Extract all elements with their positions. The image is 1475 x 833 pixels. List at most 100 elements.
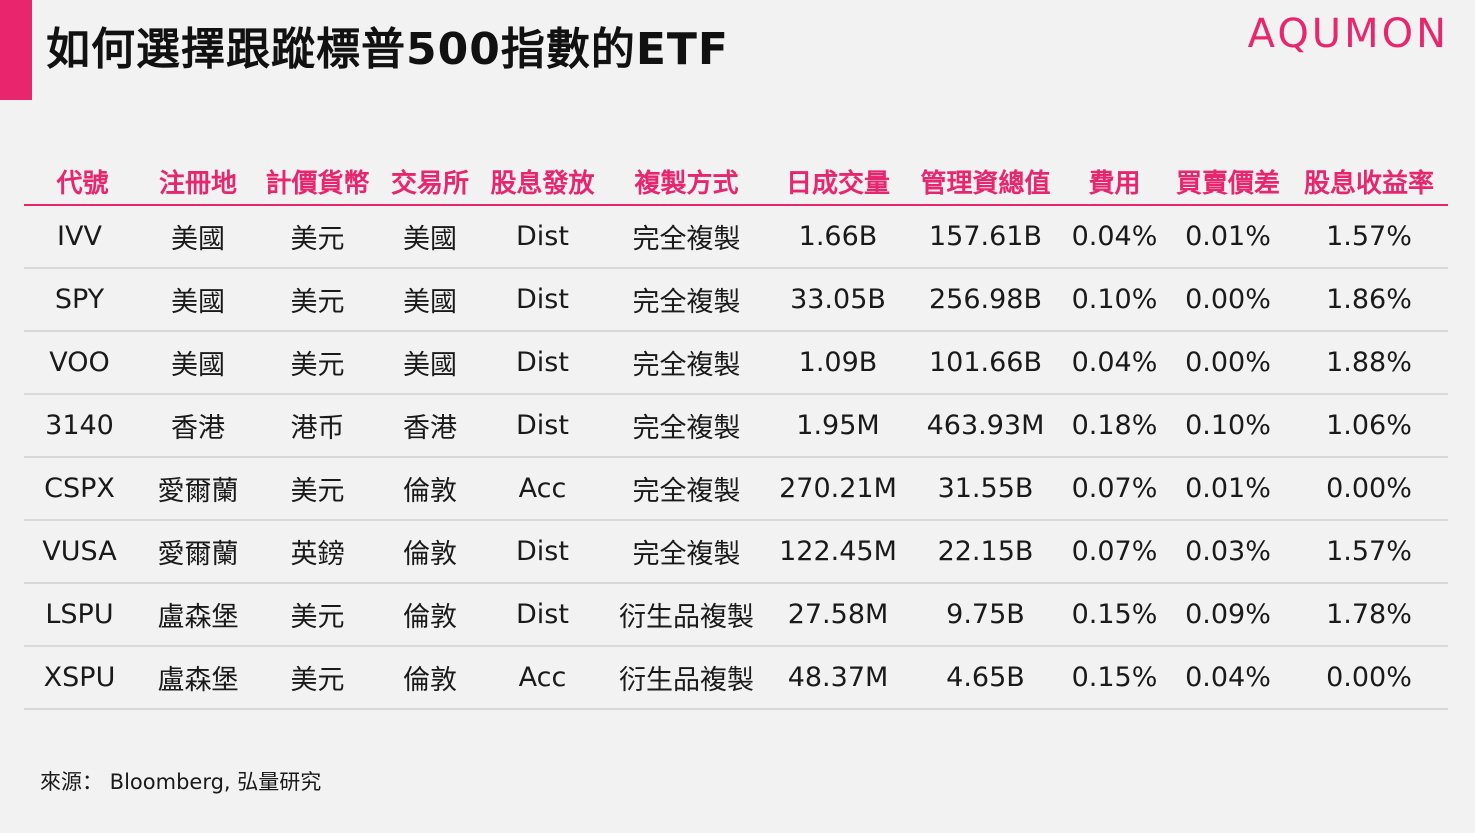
- table-cell: 港币: [255, 394, 380, 458]
- table-cell: 美國: [380, 268, 480, 332]
- column-header: 交易所: [380, 158, 480, 206]
- table-cell: 完全複製: [605, 394, 768, 458]
- table-cell: 1.57%: [1290, 520, 1448, 584]
- table-cell: 美國: [141, 331, 255, 395]
- table-cell: 衍生品複製: [605, 646, 768, 710]
- table-cell: 倫敦: [380, 520, 480, 584]
- table-cell: Dist: [480, 205, 605, 269]
- table-cell: 美國: [141, 205, 255, 269]
- table-row: IVV 美國 美元 美國 Dist 完全複製 1.66B 157.61B 0.0…: [24, 205, 1448, 269]
- table-header-row: 代號 注冊地 計價貨幣 交易所 股息發放 複製方式 日成交量 管理資總值 費用 …: [24, 158, 1448, 206]
- table-cell: Dist: [480, 331, 605, 395]
- table-cell: 0.00%: [1166, 268, 1290, 332]
- table-cell: 33.05B: [768, 268, 908, 332]
- table-row: 3140 香港 港币 香港 Dist 完全複製 1.95M 463.93M 0.…: [24, 394, 1448, 458]
- table-cell: Dist: [480, 583, 605, 647]
- table-cell: 完全複製: [605, 457, 768, 521]
- table-cell: 美元: [255, 205, 380, 269]
- column-header: 買賣價差: [1166, 158, 1290, 206]
- table-cell: 463.93M: [908, 394, 1063, 458]
- table-cell: 0.00%: [1290, 457, 1448, 521]
- table-cell: 1.09B: [768, 331, 908, 395]
- table-cell: 1.66B: [768, 205, 908, 269]
- table-cell: 0.04%: [1063, 331, 1166, 395]
- table-cell: 0.04%: [1063, 205, 1166, 269]
- table-cell: Dist: [480, 520, 605, 584]
- table-cell: IVV: [24, 205, 141, 269]
- table-row: VOO 美國 美元 美國 Dist 完全複製 1.09B 101.66B 0.0…: [24, 331, 1448, 395]
- table-cell: 0.04%: [1166, 646, 1290, 710]
- table-cell: 0.10%: [1166, 394, 1290, 458]
- table-cell: 0.15%: [1063, 646, 1166, 710]
- table-cell: 倫敦: [380, 457, 480, 521]
- table-cell: SPY: [24, 268, 141, 332]
- column-header: 計價貨幣: [255, 158, 380, 206]
- table-cell: 美國: [141, 268, 255, 332]
- etf-comparison-table: 代號 注冊地 計價貨幣 交易所 股息發放 複製方式 日成交量 管理資總值 費用 …: [24, 158, 1448, 710]
- column-header: 股息收益率: [1290, 158, 1448, 206]
- table-cell: 0.09%: [1166, 583, 1290, 647]
- table-cell: Dist: [480, 268, 605, 332]
- table-cell: Dist: [480, 394, 605, 458]
- table-cell: 1.95M: [768, 394, 908, 458]
- table-cell: 270.21M: [768, 457, 908, 521]
- table-cell: VUSA: [24, 520, 141, 584]
- table-row: LSPU 盧森堡 美元 倫敦 Dist 衍生品複製 27.58M 9.75B 0…: [24, 583, 1448, 647]
- table-cell: 愛爾蘭: [141, 457, 255, 521]
- table-cell: 48.37M: [768, 646, 908, 710]
- column-header: 費用: [1063, 158, 1166, 206]
- column-header: 複製方式: [605, 158, 768, 206]
- table-cell: 倫敦: [380, 583, 480, 647]
- table-cell: 0.07%: [1063, 457, 1166, 521]
- table-cell: 0.01%: [1166, 457, 1290, 521]
- table-cell: 美元: [255, 646, 380, 710]
- table-cell: 0.00%: [1290, 646, 1448, 710]
- table-cell: 1.86%: [1290, 268, 1448, 332]
- table-cell: Acc: [480, 646, 605, 710]
- table-cell: VOO: [24, 331, 141, 395]
- source-note: 來源： Bloomberg, 弘量研究: [40, 770, 322, 794]
- accent-bar: [0, 0, 32, 100]
- table-cell: 0.00%: [1166, 331, 1290, 395]
- table-cell: CSPX: [24, 457, 141, 521]
- table-cell: 0.07%: [1063, 520, 1166, 584]
- table-cell: 衍生品複製: [605, 583, 768, 647]
- column-header: 管理資總值: [908, 158, 1063, 206]
- table-cell: 0.15%: [1063, 583, 1166, 647]
- table-cell: 美元: [255, 583, 380, 647]
- table-cell: 0.03%: [1166, 520, 1290, 584]
- table-cell: LSPU: [24, 583, 141, 647]
- table-cell: 香港: [141, 394, 255, 458]
- table-cell: 香港: [380, 394, 480, 458]
- table-cell: 完全複製: [605, 331, 768, 395]
- table-cell: 英鎊: [255, 520, 380, 584]
- table-row: XSPU 盧森堡 美元 倫敦 Acc 衍生品複製 48.37M 4.65B 0.…: [24, 646, 1448, 710]
- table-cell: Acc: [480, 457, 605, 521]
- table-cell: 22.15B: [908, 520, 1063, 584]
- column-header: 注冊地: [141, 158, 255, 206]
- column-header: 日成交量: [768, 158, 908, 206]
- table-cell: 3140: [24, 394, 141, 458]
- table-cell: 122.45M: [768, 520, 908, 584]
- table-cell: 美國: [380, 205, 480, 269]
- table-cell: 0.18%: [1063, 394, 1166, 458]
- table-cell: 倫敦: [380, 646, 480, 710]
- table-row: SPY 美國 美元 美國 Dist 完全複製 33.05B 256.98B 0.…: [24, 268, 1448, 332]
- table-cell: 1.78%: [1290, 583, 1448, 647]
- table-cell: 256.98B: [908, 268, 1063, 332]
- table-cell: XSPU: [24, 646, 141, 710]
- table-cell: 美元: [255, 268, 380, 332]
- table-cell: 盧森堡: [141, 583, 255, 647]
- column-header: 代號: [24, 158, 141, 206]
- table-cell: 0.10%: [1063, 268, 1166, 332]
- table-cell: 愛爾蘭: [141, 520, 255, 584]
- table-cell: 美國: [380, 331, 480, 395]
- table-cell: 9.75B: [908, 583, 1063, 647]
- table-cell: 美元: [255, 331, 380, 395]
- table-cell: 1.88%: [1290, 331, 1448, 395]
- table-cell: 4.65B: [908, 646, 1063, 710]
- table-cell: 完全複製: [605, 268, 768, 332]
- page-title: 如何選擇跟蹤標普500指數的ETF: [46, 24, 729, 75]
- table-cell: 完全複製: [605, 205, 768, 269]
- table-cell: 1.06%: [1290, 394, 1448, 458]
